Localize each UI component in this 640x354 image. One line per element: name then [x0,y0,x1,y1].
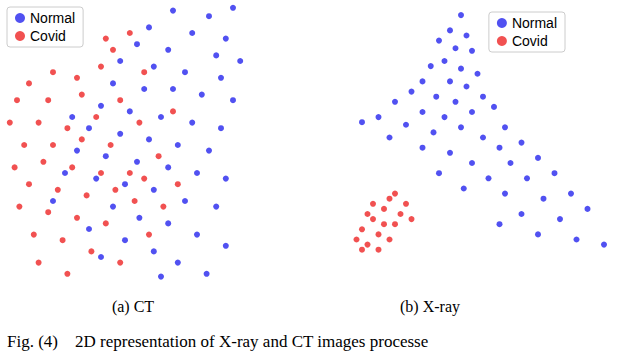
svg-text:Fig. (4) 2D representation: Fig. (4) 2D representation of X-ray and … [7,332,428,351]
svg-text:Normal: Normal [30,10,75,26]
svg-text:(a) CT: (a) CT [112,298,154,316]
svg-text:Normal: Normal [512,15,557,31]
svg-text:Covid: Covid [30,28,66,44]
svg-text:Covid: Covid [512,33,548,49]
svg-text:(b) X-ray: (b) X-ray [400,298,460,316]
